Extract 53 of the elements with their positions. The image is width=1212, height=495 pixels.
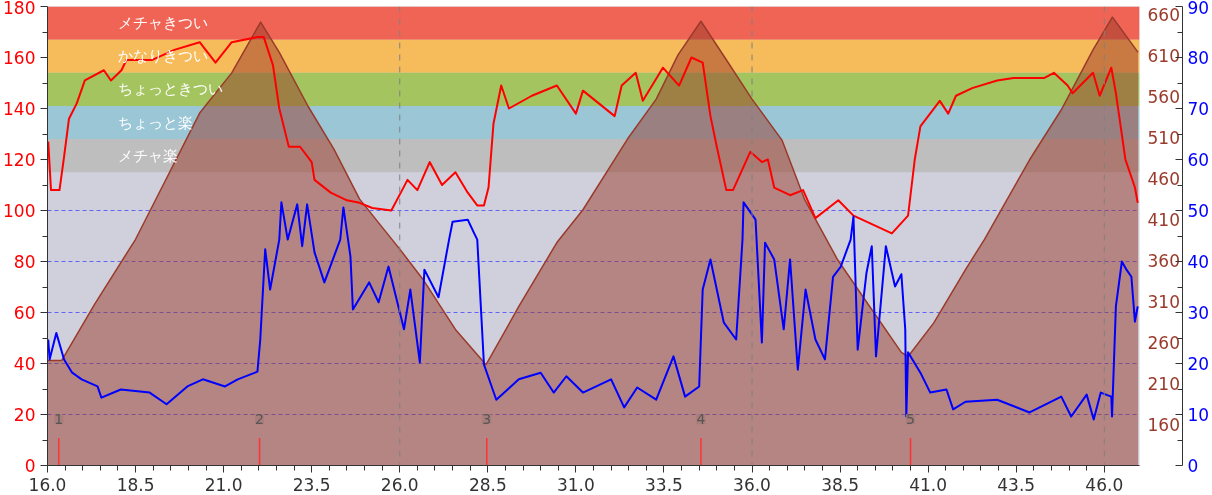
y2-tick-label: 80 [1187, 48, 1210, 68]
x-tick-label: 28.5 [468, 474, 507, 495]
annotation: 3 [482, 411, 492, 428]
y2-tick-label: 0 [1187, 456, 1199, 476]
x-tick-label: 18.5 [116, 474, 155, 495]
y3-tick-label: 660 [1147, 5, 1180, 26]
y3-tick-label: 610 [1147, 46, 1180, 67]
y2-tick-label: 30 [1187, 303, 1210, 323]
y2-tick-label: 90 [1187, 0, 1210, 18]
y-tick-label: 120 [3, 150, 36, 170]
x-tick-label: 21.0 [204, 474, 243, 495]
band-label: ちょっと楽 [118, 113, 194, 132]
y2-tick-label: 20 [1187, 354, 1210, 374]
y2-tick-label: 40 [1187, 252, 1210, 272]
y2-tick-label: 60 [1187, 150, 1210, 170]
x-tick-label: 23.5 [292, 474, 331, 495]
y2-tick-label: 10 [1187, 405, 1210, 425]
y3-tick-label: 210 [1147, 374, 1180, 395]
y2-tick-label: 70 [1187, 99, 1210, 119]
x-tick-label: 31.0 [556, 474, 595, 495]
y3-tick-label: 510 [1147, 128, 1180, 149]
annotation: 2 [255, 411, 265, 428]
y-tick-label: 0 [24, 456, 36, 476]
y3-tick-label: 410 [1147, 210, 1180, 231]
y3-tick-label: 460 [1147, 169, 1180, 190]
x-tick-label: 16.0 [28, 474, 67, 495]
band-label: メチャきつい [118, 14, 209, 33]
y-tick-label: 100 [3, 201, 36, 221]
y-tick-label: 180 [3, 0, 36, 18]
x-tick-label: 33.5 [645, 474, 683, 495]
y2-tick-label: 50 [1187, 201, 1210, 221]
band-label: メチャ楽 [118, 146, 179, 165]
x-tick-label: 26.0 [380, 474, 419, 495]
y3-tick-label: 310 [1147, 292, 1180, 313]
y-tick-label: 80 [13, 252, 36, 272]
x-tick-label: 36.0 [733, 474, 771, 495]
line-series [47, 36, 1139, 235]
y-tick-label: 20 [13, 405, 36, 425]
y-tick-label: 140 [3, 99, 36, 119]
y3-tick-label: 360 [1147, 251, 1180, 272]
y3-tick-label: 160 [1147, 415, 1180, 436]
y3-tick-label: 260 [1147, 333, 1180, 354]
annotation: 5 [906, 411, 915, 428]
y-tick-label: 160 [3, 48, 36, 68]
x-tick-label: 38.5 [821, 474, 860, 495]
x-tick-label: 41.0 [909, 474, 948, 495]
annotation: 1 [54, 411, 64, 428]
y-tick-label: 40 [13, 354, 36, 374]
x-tick-label: 43.5 [997, 474, 1036, 495]
y3-tick-label: 560 [1147, 87, 1180, 108]
annotation: 4 [696, 411, 706, 428]
x-tick-label: 46.0 [1085, 474, 1124, 495]
y-tick-label: 60 [13, 303, 36, 323]
